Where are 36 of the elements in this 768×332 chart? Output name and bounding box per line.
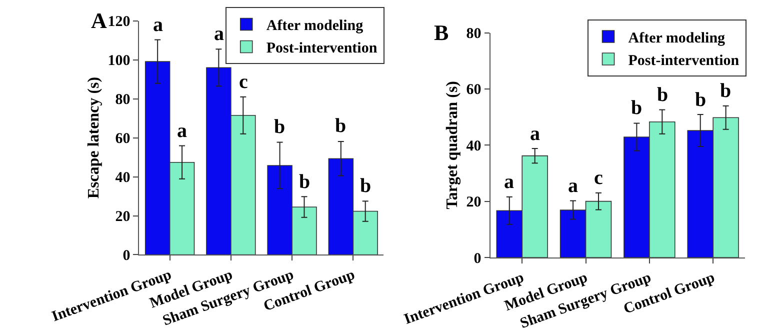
y-tick-label: 120 [108, 14, 130, 30]
y-tick-label: 80 [466, 26, 482, 42]
y-tick-label: 0 [122, 248, 130, 264]
legend-label: After modeling [266, 18, 364, 34]
data-label: b [657, 84, 668, 106]
chart-title: A [91, 8, 107, 33]
y-tick-label: 40 [466, 138, 482, 154]
y-tick-label: 20 [115, 209, 130, 226]
data-label: b [299, 171, 310, 193]
data-label: b [695, 89, 706, 111]
legend-label: Post-intervention [266, 40, 378, 57]
data-label: a [177, 120, 187, 142]
data-label: a [504, 171, 514, 193]
legend-label: After modeling [628, 30, 726, 46]
data-label: a [530, 123, 540, 145]
y-tick-label: 40 [115, 170, 130, 186]
data-label: c [594, 167, 603, 189]
y-tick-label: 100 [108, 53, 130, 70]
y-tick-label: 80 [115, 92, 130, 108]
chart-title: B [434, 20, 449, 45]
data-label: b [720, 80, 732, 102]
data-label: a [568, 175, 578, 197]
legend-label: Post-intervention [628, 52, 740, 69]
y-tick-label: 0 [474, 250, 482, 267]
data-label: b [360, 175, 372, 197]
data-label: a [214, 23, 224, 45]
y-axis-title: Escape latency (s) [86, 76, 103, 199]
y-tick-label: 60 [466, 82, 482, 98]
y-tick-label: 60 [115, 131, 130, 148]
data-label: b [274, 116, 286, 138]
data-label: b [335, 115, 346, 137]
data-label: b [631, 97, 642, 119]
data-label: a [153, 14, 163, 36]
data-label: c [239, 71, 248, 93]
y-axis-title: Target quadran (s) [444, 80, 462, 210]
y-tick-label: 20 [466, 194, 482, 211]
